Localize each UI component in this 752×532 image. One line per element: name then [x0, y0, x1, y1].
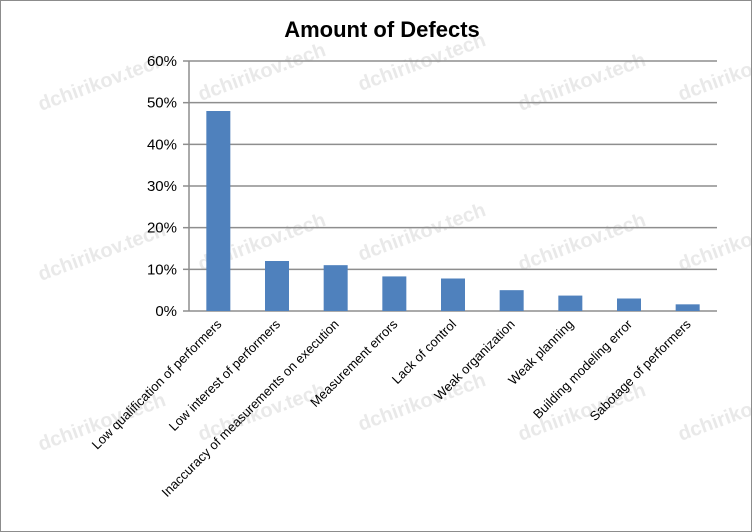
y-tick-label: 10% [147, 261, 177, 278]
bar [441, 278, 465, 311]
watermark-text: dchirikov.tech [195, 39, 329, 106]
y-tick-label: 30% [147, 178, 177, 195]
chart-title: Amount of Defects [284, 17, 480, 42]
gridlines [183, 60, 717, 312]
watermark-text: dchirikov.tech [675, 39, 751, 106]
watermark-text: dchirikov.tech [355, 369, 489, 436]
watermark-text: dchirikov.tech [515, 49, 649, 116]
y-tick-label: 0% [155, 303, 177, 320]
y-tick-label: 50% [147, 95, 177, 112]
y-tick-label: 40% [147, 136, 177, 153]
bar [617, 298, 641, 311]
bars [206, 111, 700, 311]
watermark-text: dchirikov.tech [675, 379, 751, 446]
x-tick-label: Sabotage of performers [587, 316, 695, 424]
bar [382, 276, 407, 311]
bar [558, 295, 583, 311]
y-tick-label: 60% [147, 53, 177, 70]
y-tick-label: 20% [147, 220, 177, 237]
y-axis-ticks: 0% 10% 20% 30% 40% 50% 60% [147, 53, 177, 320]
watermark-text: dchirikov.tech [515, 209, 649, 276]
bar [323, 265, 348, 311]
watermark-text: dchirikov.tech [675, 209, 751, 276]
bar [499, 290, 524, 311]
watermark-text: dchirikov.tech [355, 199, 489, 266]
bar [675, 304, 700, 311]
bar [206, 111, 231, 311]
bar [265, 261, 289, 311]
